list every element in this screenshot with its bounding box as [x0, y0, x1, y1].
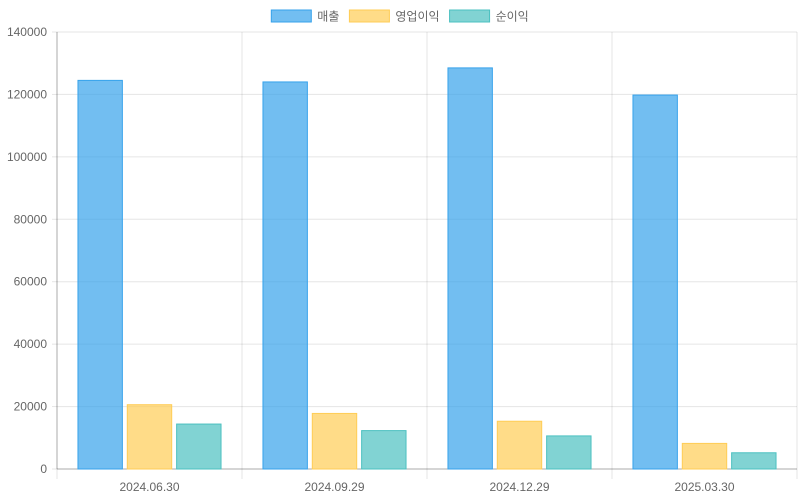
bar-매출-2025.03.30[interactable]	[632, 94, 678, 470]
legend-item-순이익[interactable]: 순이익	[449, 9, 529, 24]
legend-label: 영업이익	[395, 10, 439, 24]
y-tick-label: 0	[40, 462, 47, 476]
bar-순이익-2024.06.30[interactable]	[176, 423, 222, 470]
bar-매출-2024.12.29[interactable]	[447, 67, 493, 470]
legend-label: 순이익	[496, 10, 529, 24]
bar-매출-2024.09.29[interactable]	[262, 81, 308, 470]
x-tick-label: 2024.12.29	[489, 480, 549, 494]
grid	[56, 31, 798, 479]
legend-swatch	[270, 9, 312, 23]
y-tick-label: 140000	[7, 25, 47, 39]
legend: 매출 영업이익 순이익	[270, 9, 529, 24]
x-tick-label: 2024.09.29	[304, 480, 364, 494]
x-tick-label: 2025.03.30	[674, 480, 734, 494]
y-tick-label: 20000	[14, 400, 48, 414]
bar-순이익-2024.09.29[interactable]	[361, 430, 407, 470]
bar-매출-2024.06.30[interactable]	[77, 79, 123, 470]
y-tick-label: 120000	[7, 87, 47, 101]
bar-영업이익-2024.09.29[interactable]	[311, 412, 358, 470]
y-tick-label: 80000	[14, 212, 48, 226]
bars	[77, 67, 777, 470]
bar-순이익-2024.12.29[interactable]	[546, 435, 592, 470]
y-axis: 0 20000 40000 60000 80000 100000 120000 140000	[7, 25, 58, 476]
legend-label: 매출	[317, 10, 339, 24]
legend-item-영업이익[interactable]: 영업이익	[348, 9, 440, 24]
legend-item-매출[interactable]: 매출	[270, 9, 339, 24]
bar-순이익-2025.03.30[interactable]	[731, 452, 777, 470]
y-tick-label: 40000	[14, 337, 48, 351]
legend-swatch	[348, 9, 390, 23]
y-tick-label: 100000	[7, 150, 47, 164]
legend-swatch	[449, 9, 491, 23]
bar-영업이익-2024.12.29[interactable]	[496, 420, 543, 470]
bar-영업이익-2024.06.30[interactable]	[126, 404, 173, 470]
x-tick-label: 2024.06.30	[119, 480, 179, 494]
bar-영업이익-2025.03.30[interactable]	[681, 442, 728, 470]
y-tick-label: 60000	[14, 275, 48, 289]
